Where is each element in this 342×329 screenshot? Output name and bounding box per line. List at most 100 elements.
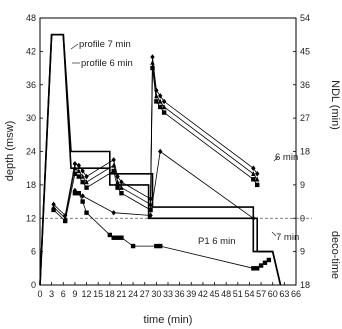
x-tick-label: 15 (93, 289, 103, 299)
data-point-2-15 (255, 171, 260, 177)
x-tick-label: 57 (256, 289, 266, 299)
y-right-tick-label: 9 (300, 180, 305, 190)
annotation-profile7: profile 7 min (79, 39, 131, 50)
data-point-6-9 (154, 243, 159, 249)
x-tick-label: 21 (116, 289, 126, 299)
data-point-2-13 (161, 98, 167, 105)
x-tick-label: 36 (175, 289, 185, 299)
data-point-6-7 (119, 235, 124, 240)
y-right-tick-label: 45 (300, 46, 310, 56)
data-point-6-8 (130, 243, 136, 249)
data-point-2-14 (251, 165, 256, 171)
x-tick-label: 60 (268, 289, 278, 299)
data-point-5-3 (148, 212, 153, 219)
y-right-tick-label: 0 (300, 213, 305, 223)
data-point-6-12 (255, 266, 260, 271)
data-point-4-12 (158, 104, 163, 110)
x-tick-label: 63 (279, 289, 289, 299)
x-tick-label: 24 (128, 289, 138, 299)
x-tick-label: 12 (82, 289, 92, 299)
x-tick-label: 3 (49, 289, 54, 299)
data-point-2-3 (76, 162, 81, 169)
data-point-4-10 (150, 65, 155, 71)
data-point-4-3 (76, 174, 81, 179)
leader-7min (271, 231, 277, 237)
leader-6min (273, 156, 279, 162)
y-axis-right-top-label: NDL (min) (329, 80, 341, 130)
y-right-tick-label: 18 (300, 280, 310, 290)
annotation-7min: 7 min (276, 232, 299, 243)
x-axis-label: time (min) (144, 314, 193, 326)
data-point-4-15 (255, 182, 260, 188)
data-point-3-12 (158, 98, 163, 104)
y-right-tick-label: 36 (300, 80, 310, 90)
x-tick-label: 45 (210, 289, 220, 299)
x-tick-label: 27 (140, 289, 150, 299)
x-tick-label: 6 (61, 289, 66, 299)
y-axis-right-ticks: 18 9 0 9 18 27 36 45 54 (293, 13, 310, 290)
x-tick-label: 66 (291, 289, 301, 299)
series-line-1 (39, 33, 282, 286)
data-point-6-11 (251, 266, 256, 271)
data-point-4-1 (63, 218, 68, 224)
data-point-6-15 (266, 257, 272, 263)
y-left-tick-label: 48 (26, 13, 36, 23)
data-point-6-2 (80, 199, 85, 204)
data-point-3-3 (76, 168, 81, 174)
y-left-tick-label: 0 (31, 280, 36, 290)
data-point-4-9 (148, 207, 153, 213)
data-point-6-5 (111, 235, 116, 240)
data-point-2-10 (150, 54, 155, 60)
data-point-6-3 (84, 210, 89, 215)
x-tick-label: 39 (186, 289, 196, 299)
y-left-tick-label: 6 (31, 247, 36, 257)
data-point-3-8 (119, 184, 124, 190)
data-point-2-2 (72, 161, 78, 167)
leader-profile7 (70, 43, 79, 50)
data-point-4-4 (80, 179, 85, 185)
y-left-tick-label: 12 (26, 213, 36, 223)
y-left-tick-label: 36 (26, 80, 36, 90)
series-line-4 (53, 68, 258, 222)
data-point-2-12 (158, 93, 163, 99)
y-left-tick-label: 42 (26, 46, 36, 56)
x-tick-label: 42 (198, 289, 208, 299)
x-tick-label: 54 (244, 289, 254, 299)
x-tick-label: 33 (163, 289, 173, 299)
y-right-tick-label: 18 (300, 147, 310, 157)
y-right-tick-label: 9 (300, 247, 305, 257)
data-point-2-8 (119, 179, 124, 185)
x-axis-ticks: 0 3 6 9 12 15 18 21 24 27 30 33 36 39 42 45 48 51 54 57 60 63… (37, 282, 301, 299)
y-axis-left-ticks: 0 6 12 18 24 30 36 42 48 (26, 13, 43, 290)
data-point-2-5 (84, 173, 89, 180)
data-point-4-5 (84, 185, 89, 190)
data-point-6-1 (76, 191, 81, 196)
y-axis-right-bottom-label: deco-time (329, 231, 341, 279)
series-line-2 (53, 56, 258, 217)
data-point-5-2 (111, 209, 116, 216)
data-point-3-14 (251, 171, 256, 176)
y-right-tick-label: 54 (300, 13, 310, 23)
x-tick-label: 30 (151, 289, 161, 299)
x-tick-label: 18 (105, 289, 115, 299)
series-line-6 (74, 192, 270, 269)
series-line-3 (53, 62, 258, 220)
data-point-6-0 (72, 191, 78, 196)
data-point-4-11 (154, 99, 159, 104)
x-tick-label: 0 (37, 289, 42, 299)
data-point-3-11 (154, 93, 159, 99)
y-left-tick-label: 30 (26, 113, 36, 123)
data-point-4-6 (111, 168, 116, 174)
y-left-tick-label: 18 (26, 180, 36, 190)
y-axis-left-label: depth (msw) (4, 121, 16, 182)
data-point-6-6 (115, 235, 120, 240)
x-tick-label: 9 (72, 289, 77, 299)
data-point-6-14 (262, 260, 268, 265)
data-point-5-1 (80, 193, 85, 199)
y-right-tick-label: 27 (300, 113, 310, 123)
data-point-4-8 (119, 191, 124, 196)
data-point-2-0 (51, 201, 56, 208)
data-point-2-1 (63, 212, 68, 219)
data-point-3-6 (111, 162, 116, 168)
data-point-2-4 (80, 168, 85, 174)
